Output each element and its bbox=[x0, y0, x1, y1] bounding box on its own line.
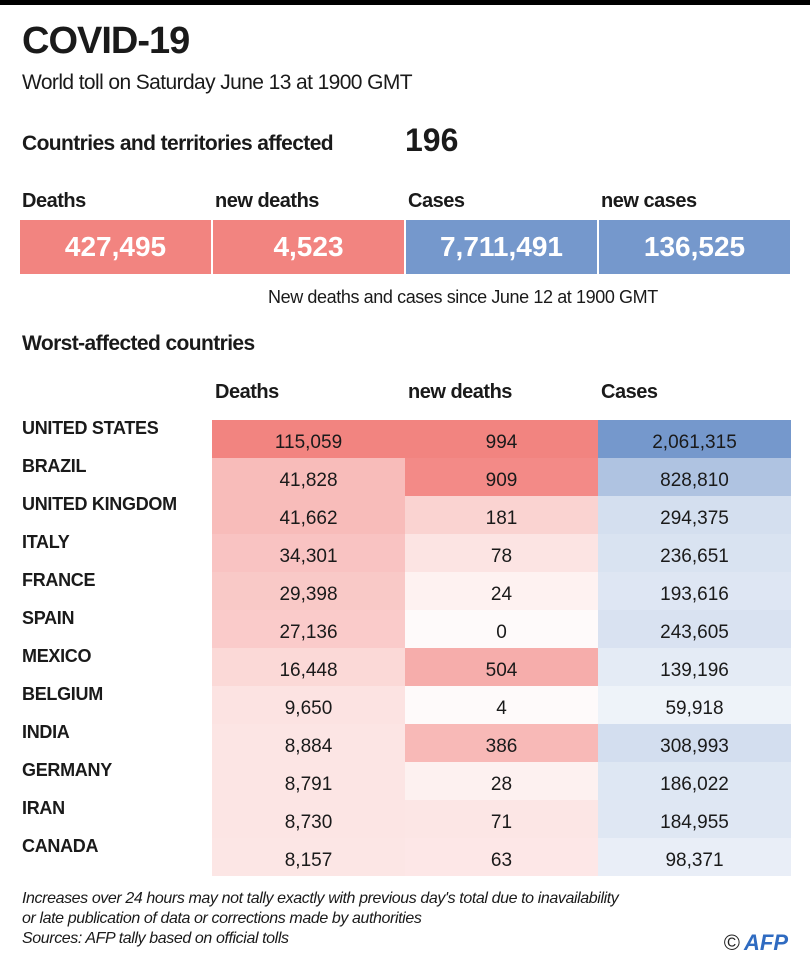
footnote-line: Increases over 24 hours may not tally ex… bbox=[22, 890, 619, 907]
cell-new-deaths: 78 bbox=[405, 534, 598, 572]
country-name: GERMANY bbox=[22, 760, 112, 780]
cell-new-deaths: 181 bbox=[405, 496, 598, 534]
country-name: BELGIUM bbox=[22, 684, 103, 704]
table-row: SPAIN 27,136 0 243,605 bbox=[0, 608, 810, 648]
cell-new-deaths: 504 bbox=[405, 648, 598, 686]
key-box-new-cases: 136,525 bbox=[599, 220, 790, 274]
cell-cases: 59,918 bbox=[598, 686, 791, 724]
country-name: BRAZIL bbox=[22, 456, 87, 476]
key-box-cases: 7,711,491 bbox=[406, 220, 597, 274]
table-row: FRANCE 29,398 24 193,616 bbox=[0, 570, 810, 610]
country-name: MEXICO bbox=[22, 646, 92, 666]
cell-deaths: 29,398 bbox=[212, 572, 405, 610]
cell-deaths: 8,157 bbox=[212, 838, 405, 876]
since-note: New deaths and cases since June 12 at 19… bbox=[268, 287, 658, 307]
country-name: CANADA bbox=[22, 836, 99, 856]
cell-deaths: 8,791 bbox=[212, 762, 405, 800]
cell-deaths: 8,730 bbox=[212, 800, 405, 838]
table-row: MEXICO 16,448 504 139,196 bbox=[0, 646, 810, 686]
key-box-new-deaths: 4,523 bbox=[213, 220, 404, 274]
cell-new-deaths: 24 bbox=[405, 572, 598, 610]
cell-new-deaths: 71 bbox=[405, 800, 598, 838]
cell-deaths: 16,448 bbox=[212, 648, 405, 686]
col-header-new-deaths: new deaths bbox=[408, 381, 512, 403]
top-bar bbox=[0, 0, 810, 5]
cell-cases: 236,651 bbox=[598, 534, 791, 572]
cell-deaths: 8,884 bbox=[212, 724, 405, 762]
cell-cases: 184,955 bbox=[598, 800, 791, 838]
country-name: IRAN bbox=[22, 798, 65, 818]
cell-new-deaths: 994 bbox=[405, 420, 598, 458]
cell-cases: 139,196 bbox=[598, 648, 791, 686]
cell-deaths: 41,662 bbox=[212, 496, 405, 534]
affected-value: 196 bbox=[405, 122, 459, 158]
col-header-cases: Cases bbox=[601, 381, 658, 403]
copyright-symbol: © bbox=[723, 930, 740, 955]
subtitle: World toll on Saturday June 13 at 1900 G… bbox=[22, 71, 413, 94]
col-header-deaths: Deaths bbox=[215, 381, 279, 403]
cell-cases: 308,993 bbox=[598, 724, 791, 762]
page-title: COVID-19 bbox=[22, 20, 190, 62]
country-name: SPAIN bbox=[22, 608, 75, 628]
cell-cases: 186,022 bbox=[598, 762, 791, 800]
country-name: INDIA bbox=[22, 722, 70, 742]
key-label-new-cases: new cases bbox=[601, 190, 697, 212]
table-row: INDIA 8,884 386 308,993 bbox=[0, 722, 810, 762]
table-row: CANADA 8,157 63 98,371 bbox=[0, 836, 810, 876]
cell-cases: 294,375 bbox=[598, 496, 791, 534]
country-name: ITALY bbox=[22, 532, 70, 552]
country-name: FRANCE bbox=[22, 570, 96, 590]
cell-deaths: 41,828 bbox=[212, 458, 405, 496]
table-row: ITALY 34,301 78 236,651 bbox=[0, 532, 810, 572]
table-row: UNITED STATES 115,059 994 2,061,315 bbox=[0, 418, 810, 458]
cell-cases: 193,616 bbox=[598, 572, 791, 610]
cell-new-deaths: 909 bbox=[405, 458, 598, 496]
cell-cases: 828,810 bbox=[598, 458, 791, 496]
affected-label: Countries and territories affected bbox=[22, 132, 334, 155]
key-label-new-deaths: new deaths bbox=[215, 190, 319, 212]
footnote-line: or late publication of data or correctio… bbox=[22, 910, 422, 927]
cell-new-deaths: 0 bbox=[405, 610, 598, 648]
cell-new-deaths: 63 bbox=[405, 838, 598, 876]
country-name: UNITED KINGDOM bbox=[22, 494, 177, 514]
country-name: UNITED STATES bbox=[22, 418, 159, 438]
footnote: Increases over 24 hours may not tally ex… bbox=[22, 889, 702, 949]
cell-deaths: 34,301 bbox=[212, 534, 405, 572]
cell-cases: 2,061,315 bbox=[598, 420, 791, 458]
cell-cases: 243,605 bbox=[598, 610, 791, 648]
cell-deaths: 27,136 bbox=[212, 610, 405, 648]
key-label-deaths: Deaths bbox=[22, 190, 86, 212]
table-row: UNITED KINGDOM 41,662 181 294,375 bbox=[0, 494, 810, 534]
cell-new-deaths: 28 bbox=[405, 762, 598, 800]
source-line: Sources: AFP tally based on official tol… bbox=[22, 930, 289, 947]
section-title: Worst-affected countries bbox=[22, 332, 255, 355]
cell-deaths: 115,059 bbox=[212, 420, 405, 458]
table-row: BRAZIL 41,828 909 828,810 bbox=[0, 456, 810, 496]
table-row: GERMANY 8,791 28 186,022 bbox=[0, 760, 810, 800]
table-row: BELGIUM 9,650 4 59,918 bbox=[0, 684, 810, 724]
key-label-cases: Cases bbox=[408, 190, 465, 212]
afp-logo: © AFP bbox=[724, 930, 788, 956]
cell-new-deaths: 386 bbox=[405, 724, 598, 762]
cell-deaths: 9,650 bbox=[212, 686, 405, 724]
table-row: IRAN 8,730 71 184,955 bbox=[0, 798, 810, 838]
cell-new-deaths: 4 bbox=[405, 686, 598, 724]
cell-cases: 98,371 bbox=[598, 838, 791, 876]
key-box-deaths: 427,495 bbox=[20, 220, 211, 274]
logo-text: AFP bbox=[744, 930, 788, 955]
